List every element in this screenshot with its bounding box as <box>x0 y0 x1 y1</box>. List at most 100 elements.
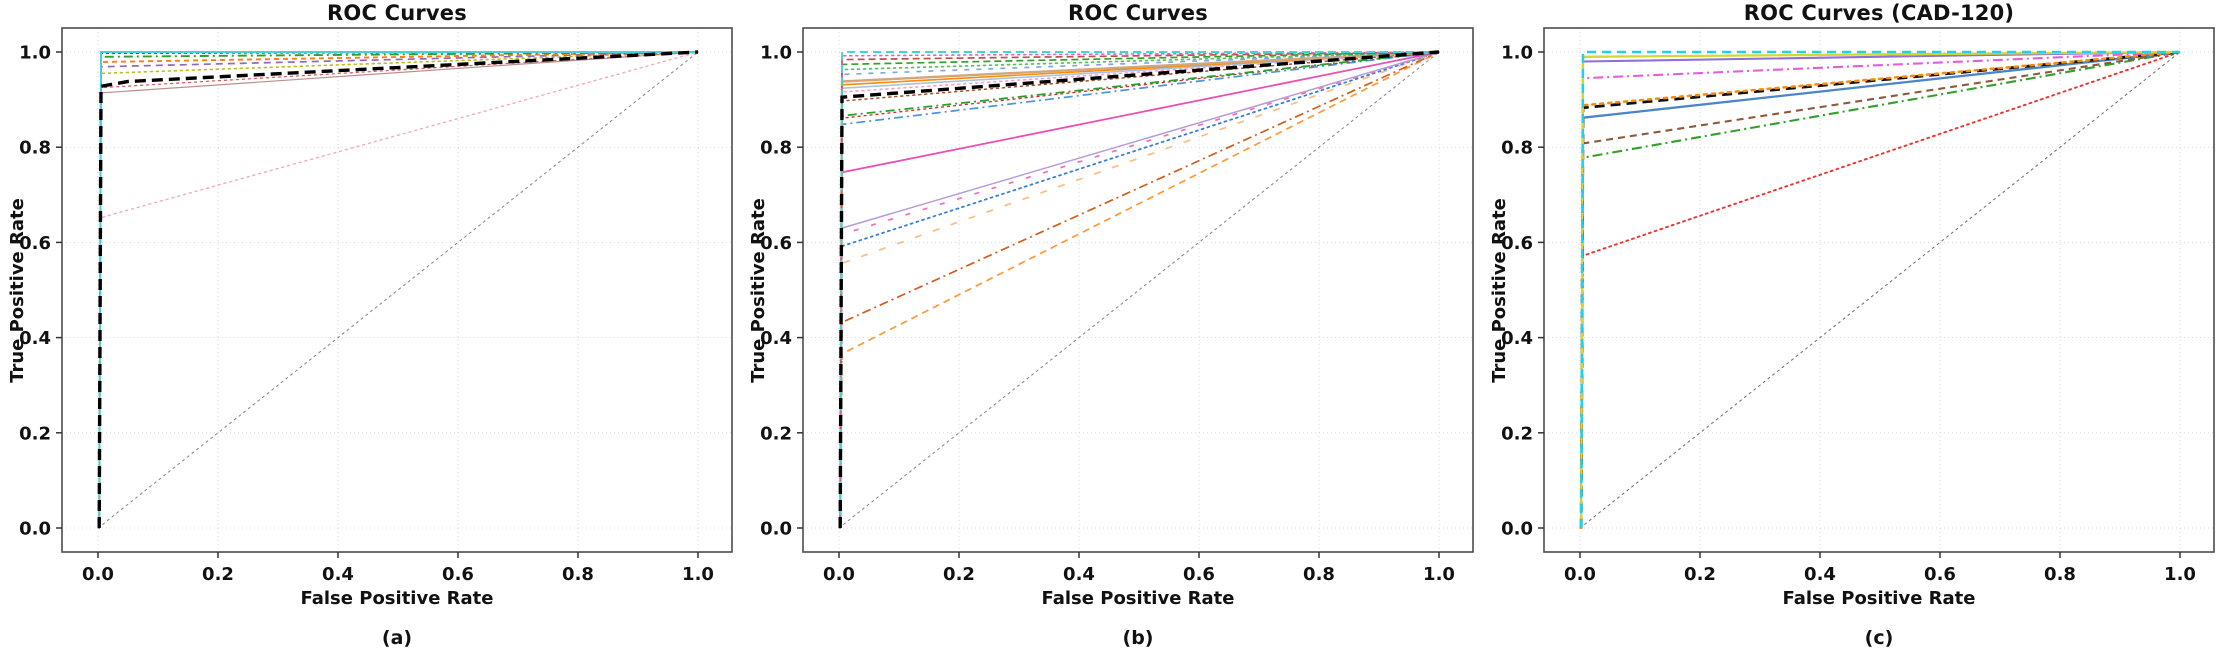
roc-curve-red-dotted-top <box>98 51 699 529</box>
roc-curve-green-dashdot <box>839 51 1440 529</box>
roc-curve-brown-dashed <box>1580 50 2181 529</box>
x-tick-label: 1.0 <box>1423 564 1455 585</box>
y-tick-label: 0.0 <box>1501 519 1533 540</box>
y-tick-label: 0.8 <box>19 138 51 159</box>
y-tick-label: 0.2 <box>760 423 792 444</box>
y-tick-label: 1.0 <box>1501 43 1533 64</box>
roc-curve-lightblue-solid <box>839 51 1440 529</box>
roc-curve-red-dotted <box>98 51 699 529</box>
roc-curve-lightorange-sparse-dashed <box>839 51 1440 529</box>
x-tick-label: 0.6 <box>1924 564 1956 585</box>
roc-curve-olive-dotted <box>98 51 699 529</box>
x-tick-label: 0.6 <box>1183 564 1215 585</box>
x-axis-label: False Positive Rate <box>300 588 494 609</box>
chart-title: ROC Curves <box>327 1 467 25</box>
roc-curve-red-dotted <box>1580 51 2181 529</box>
y-tick-label: 1.0 <box>19 43 51 64</box>
panel-caption: (b) <box>1122 627 1154 649</box>
chart-title: ROC Curves (CAD-120) <box>1743 1 2015 25</box>
panel-caption: (a) <box>381 627 413 649</box>
y-tick-label: 0.4 <box>19 328 51 349</box>
x-tick-label: 0.4 <box>1804 564 1836 585</box>
roc-curve-tan-solid <box>839 50 1440 529</box>
roc-curve-green-dashdot <box>1580 50 2181 529</box>
roc-curve-orange-dashed <box>98 51 699 529</box>
y-tick-label: 0.0 <box>760 519 792 540</box>
x-tick-label: 0.2 <box>202 564 234 585</box>
y-tick-label: 0.4 <box>760 328 792 349</box>
y-tick-label: 0.6 <box>19 233 51 254</box>
y-tick-label: 1.0 <box>760 43 792 64</box>
y-tick-label: 0.2 <box>1501 423 1533 444</box>
axes-box <box>1543 27 2215 553</box>
chance-line <box>1579 51 2181 529</box>
y-tick-label: 0.2 <box>19 423 51 444</box>
x-tick-label: 0.0 <box>823 564 855 585</box>
roc-curve-chocolate-dashdot <box>839 51 1440 529</box>
roc-curve-magenta-dotted <box>839 51 1440 529</box>
roc-curve-orchid-dashdot <box>1580 50 2181 529</box>
roc-curve-purple-solid <box>1580 50 2181 529</box>
x-tick-label: 0.4 <box>322 564 354 585</box>
roc-curve-maroon-dashed <box>839 51 1440 529</box>
roc-curve-orange-dashed-low <box>839 51 1440 529</box>
roc-curve-purple-dashed <box>98 51 699 529</box>
roc-curve-cyan-dashed <box>839 51 1439 529</box>
y-tick-label: 0.6 <box>1501 233 1533 254</box>
roc-curve-black-dashed <box>97 50 699 529</box>
roc-curve-magenta-solid <box>839 51 1440 529</box>
roc-curve-yellow-solid <box>1580 50 2181 529</box>
roc-curve-black-dashed <box>838 50 1440 529</box>
roc-plot-a: 0.0 0.2 0.4 0.6 0.8 1.0 0.0 0.2 0.4 0.6 0.8 1.0 <box>19 27 733 585</box>
y-tick-label: 0.0 <box>19 519 51 540</box>
roc-curve-black-dashed <box>1579 50 2181 529</box>
roc-curve-pink-dotted <box>839 51 1440 529</box>
y-tick-label: 0.4 <box>1501 328 1533 349</box>
x-tick-label: 1.0 <box>2164 564 2196 585</box>
x-tick-label: 0.0 <box>1564 564 1596 585</box>
roc-plot-b: 0.0 0.2 0.4 0.6 0.8 1.0 0.0 0.2 0.4 0.6 0.8 1.0 <box>760 27 1474 585</box>
roc-curve-orange-solid <box>839 51 1440 529</box>
chance-line <box>97 51 699 529</box>
y-tick-label: 0.6 <box>760 233 792 254</box>
roc-curve-violet-solid <box>839 51 1440 529</box>
roc-curve-pink-sparse-dashed <box>839 51 1440 529</box>
roc-panel-b: ROC Curves True Positive Rate 0.0 0.2 0.4 0… <box>741 0 1482 659</box>
roc-curve-rosybrown-solid <box>98 51 699 529</box>
roc-curve-green-dotted <box>839 51 1440 529</box>
x-tick-label: 0.8 <box>562 564 594 585</box>
roc-curve-red-dotted-mid <box>839 51 1440 529</box>
roc-curve-orange-dotted <box>1579 50 2182 530</box>
roc-curve-cyan-solid <box>98 51 698 529</box>
roc-panel-a: ROC Curves True Positive Rate 0.0 0.2 0.4 0… <box>0 0 741 659</box>
roc-curve-green-dashed <box>839 51 1440 529</box>
roc-curve-pink-dotted <box>98 51 699 529</box>
axes-box <box>802 27 1474 553</box>
roc-curve-blue-dashdot <box>839 51 1440 529</box>
x-tick-label: 0.2 <box>1684 564 1716 585</box>
roc-curve-brown-dotted <box>839 51 1440 529</box>
x-tick-label: 0.4 <box>1063 564 1095 585</box>
roc-curve-green-dashdot <box>98 51 699 529</box>
x-tick-label: 0.0 <box>82 564 114 585</box>
x-axis-label: False Positive Rate <box>1782 588 1976 609</box>
axes-box <box>61 27 733 553</box>
y-tick-label: 0.8 <box>1501 138 1533 159</box>
roc-plot-c: 0.0 0.2 0.4 0.6 0.8 1.0 0.0 0.2 0.4 0.6 0.8 1.0 <box>1501 27 2215 585</box>
chart-title: ROC Curves <box>1068 1 1208 25</box>
x-tick-label: 0.2 <box>943 564 975 585</box>
roc-curve-blue-dotted <box>839 51 1440 529</box>
panel-caption: (c) <box>1864 627 1894 649</box>
roc-curve-cornflower-dashed <box>839 51 1440 529</box>
x-axis-label: False Positive Rate <box>1041 588 1235 609</box>
x-tick-label: 0.8 <box>1303 564 1335 585</box>
roc-curve-blue-solid <box>1580 50 2181 529</box>
roc-panel-c: ROC Curves (CAD-120) True Positive Rate … <box>1482 0 2223 659</box>
x-tick-label: 1.0 <box>682 564 714 585</box>
roc-curve-cyan-dashed <box>1579 50 2180 529</box>
x-tick-label: 0.6 <box>442 564 474 585</box>
x-tick-label: 0.8 <box>2044 564 2076 585</box>
chance-line <box>838 51 1440 529</box>
y-tick-label: 0.8 <box>760 138 792 159</box>
